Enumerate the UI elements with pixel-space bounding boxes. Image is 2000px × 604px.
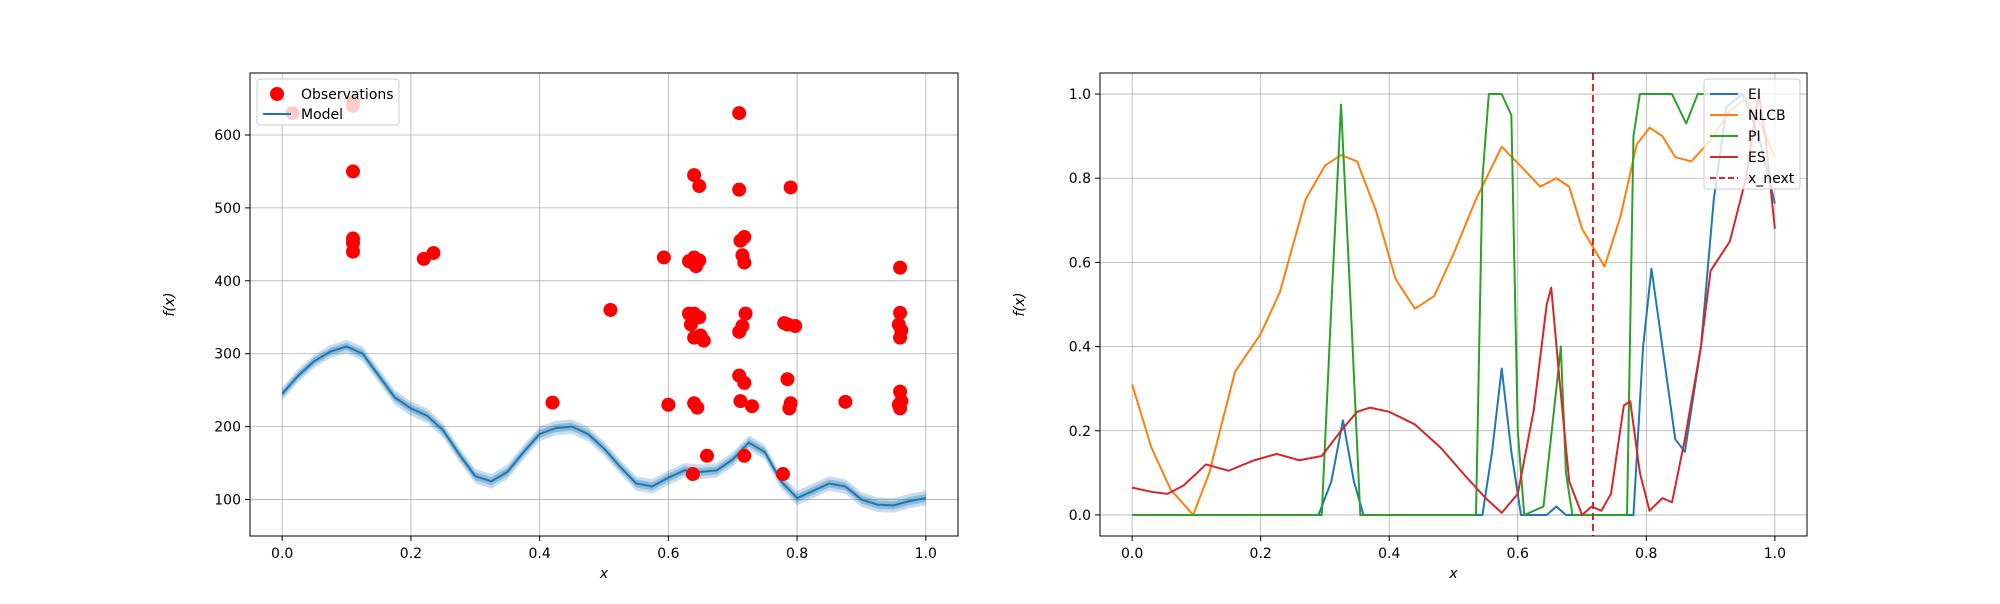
model-panel: 0.0 0.2 0.4 0.6 0.8 1.0 100 200 300 400 500 600 x f…	[162, 72, 959, 582]
y-tick-label: 0.2	[1069, 424, 1091, 440]
observation-point	[692, 253, 707, 268]
observation-point	[788, 319, 803, 334]
series-line-ei	[1132, 93, 1776, 516]
y-tick-label: 1.0	[1069, 87, 1091, 103]
observation-point	[738, 306, 753, 321]
y-tick-label: 100	[214, 493, 241, 509]
observation-point	[737, 255, 752, 270]
observation-point	[426, 246, 441, 261]
observation-point	[893, 330, 908, 345]
acquisition-panel: 0.0 0.2 0.4 0.6 0.8 1.0 0.0 0.2 0.4 0.6 0.8 1.0 x f…	[1012, 72, 1808, 582]
observation-point	[683, 317, 698, 332]
observation-point	[775, 467, 790, 482]
x-tick-label: 0.6	[1507, 546, 1529, 562]
observation-point	[661, 397, 676, 412]
observation-point	[737, 448, 752, 463]
model-series	[281, 345, 926, 507]
y-tick-label: 0.6	[1069, 255, 1091, 271]
model-band	[282, 339, 926, 513]
observation-point	[687, 168, 702, 183]
acquisition-panel-ylabel: f(x)	[1012, 292, 1028, 316]
legend-label: NLCB	[1748, 108, 1786, 124]
model-panel-frame	[249, 72, 959, 537]
observation-point	[893, 401, 908, 416]
x-tick-label: 0.4	[529, 546, 551, 562]
y-tick-label: 200	[214, 420, 241, 436]
observation-point	[733, 394, 748, 409]
x-tick-label: 0.2	[400, 546, 422, 562]
legend-frame	[256, 78, 400, 126]
x-tick-label: 0.2	[1250, 546, 1272, 562]
observation-point	[692, 179, 707, 194]
y-tick-label: 300	[214, 347, 241, 363]
x-tick-label: 1.0	[1764, 546, 1786, 562]
observation-point	[345, 244, 360, 259]
observation-point	[345, 164, 360, 179]
legend-label: x_next	[1748, 171, 1795, 187]
observation-point	[893, 305, 908, 320]
observation-point	[696, 333, 711, 348]
model-panel-legend: Observations Model	[256, 78, 400, 126]
y-tick-label: 400	[214, 274, 241, 290]
observation-point	[690, 400, 705, 415]
observation-points	[285, 95, 909, 482]
legend-label: PI	[1748, 129, 1761, 145]
y-tick-label: 600	[214, 128, 241, 144]
observation-point	[545, 395, 560, 410]
y-tick-label: 0.8	[1069, 171, 1091, 187]
observation-point	[685, 467, 700, 482]
legend-label: Observations	[301, 87, 394, 103]
acquisition-panel-grid	[1100, 73, 1807, 536]
x-tick-label: 0.6	[657, 546, 679, 562]
observation-point	[780, 372, 795, 387]
observation-point	[732, 182, 747, 197]
observation-point	[656, 250, 671, 265]
observation-point	[745, 399, 760, 414]
series-line-pi	[1132, 93, 1743, 516]
acquisition-panel-frame	[1099, 72, 1808, 537]
acquisition-panel-xlabel: x	[1448, 566, 1458, 582]
observation-point	[782, 401, 797, 416]
model-mean-line	[281, 345, 926, 507]
observation-point	[603, 302, 618, 317]
acquisition-panel-legend: EI NLCB PI ES x_next	[1703, 78, 1801, 190]
observation-point	[737, 375, 752, 390]
y-tick-label: 0.0	[1069, 508, 1091, 524]
y-tick-label: 500	[214, 201, 241, 217]
series-line-nlcb	[1131, 97, 1776, 516]
x-tick-label: 0.4	[1378, 546, 1400, 562]
x-tick-label: 1.0	[915, 546, 937, 562]
observation-point	[699, 448, 714, 463]
legend-frame	[1703, 78, 1801, 190]
observation-point	[737, 230, 752, 245]
acquisition-series	[1131, 93, 1776, 516]
observation-point	[732, 106, 747, 121]
x-tick-label: 0.0	[271, 546, 293, 562]
model-panel-ticks: 0.0 0.2 0.4 0.6 0.8 1.0 100 200 300 400 500 600	[214, 128, 937, 562]
observation-point	[735, 319, 750, 334]
x-tick-label: 0.0	[1121, 546, 1143, 562]
model-confidence-band	[282, 339, 926, 513]
legend-label: ES	[1748, 150, 1766, 166]
legend-label: EI	[1748, 87, 1761, 103]
model-panel-xlabel: x	[599, 566, 609, 582]
observation-point	[783, 180, 798, 195]
model-panel-grid	[250, 73, 958, 536]
x-tick-label: 0.8	[786, 546, 808, 562]
observation-point	[838, 394, 853, 409]
model-panel-ylabel: f(x)	[162, 292, 178, 316]
legend-marker	[270, 87, 284, 101]
legend-label: Model	[301, 107, 343, 123]
x-tick-label: 0.8	[1635, 546, 1657, 562]
y-tick-label: 0.4	[1069, 340, 1091, 356]
series-line-es	[1131, 93, 1776, 516]
observation-point	[893, 260, 908, 275]
acquisition-panel-ticks: 0.0 0.2 0.4 0.6 0.8 1.0 0.0 0.2 0.4 0.6 0.8 1.0	[1069, 87, 1786, 562]
